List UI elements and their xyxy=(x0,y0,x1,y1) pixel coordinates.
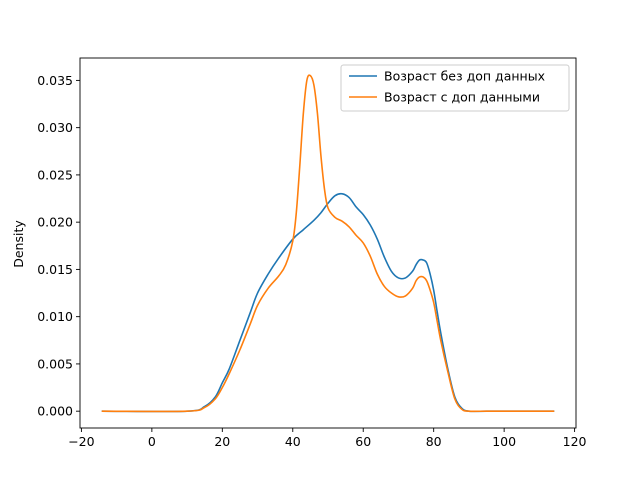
y-tick-label: 0.010 xyxy=(37,309,73,324)
x-tick-label: 0 xyxy=(148,434,156,449)
x-tick-label: −20 xyxy=(68,434,94,449)
y-tick-label: 0.020 xyxy=(37,215,73,230)
axes-frame xyxy=(79,57,577,429)
y-tick-label: 0.025 xyxy=(37,167,73,182)
x-tick-label: 100 xyxy=(492,434,516,449)
x-tick-label: 60 xyxy=(355,434,371,449)
y-axis-label: Density xyxy=(11,220,26,268)
y-tick-label: 0.035 xyxy=(37,73,73,88)
legend-label-1: Возраст без доп данных xyxy=(384,69,545,84)
y-tick-label: 0.015 xyxy=(37,262,73,277)
legend-box xyxy=(340,64,570,112)
y-axis-ticks: 0.000 0.005 0.010 0.015 0.020 0.025 0.030 0.035 xyxy=(37,73,80,419)
series-line-2 xyxy=(101,74,555,413)
y-tick-label: 0.005 xyxy=(37,356,73,371)
x-tick-label: 120 xyxy=(563,434,587,449)
series-line-1 xyxy=(101,192,555,413)
plot-lines xyxy=(101,74,555,413)
x-tick-label: 40 xyxy=(285,434,301,449)
legend-label-2: Возраст с доп данными xyxy=(384,90,540,105)
y-tick-label: 0.000 xyxy=(37,404,73,419)
axes-border xyxy=(79,57,577,429)
x-tick-label: 80 xyxy=(426,434,442,449)
y-tick-label: 0.030 xyxy=(37,120,73,135)
legend: Возраст без доп данных Возраст с доп данн… xyxy=(340,64,570,112)
x-axis-ticks: −20 0 20 40 60 80 100 120 xyxy=(68,428,587,449)
x-tick-label: 20 xyxy=(214,434,230,449)
